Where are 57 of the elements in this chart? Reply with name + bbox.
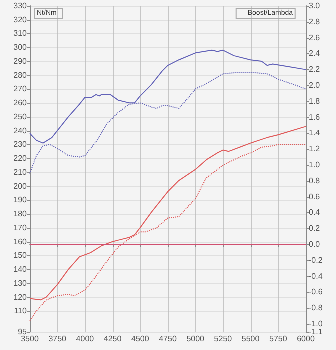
y-tick-label: 250 (14, 112, 28, 122)
y-tick-label: 220 (14, 154, 28, 164)
y2-tick-label: 1.6 (309, 112, 321, 122)
y-tick-label: 290 (14, 56, 28, 66)
y2-tick-label: 1.4 (309, 128, 321, 138)
x-tick-label: 3750 (48, 334, 68, 344)
y-tick-label: 300 (14, 43, 28, 52)
y2-tick-label: -0.2 (309, 256, 324, 265)
y2-tick-label: -0.4 (309, 272, 324, 281)
x-tick-label: 4750 (159, 334, 178, 344)
x-tick-label: 6000 (297, 334, 316, 344)
y2-tick-label: -1.1 (309, 328, 324, 336)
y2-tick-label: 0.8 (309, 176, 321, 186)
y-tick-label: 200 (14, 182, 28, 191)
x-tick-label: 4500 (132, 334, 150, 344)
y2-tick-label: -0.6 (309, 288, 324, 297)
y-tick-label: 330 (14, 2, 28, 10)
y-tick-label: 320 (14, 15, 28, 24)
y-tick-label: 280 (14, 70, 28, 80)
y-tick-label: 270 (14, 84, 28, 94)
x-tick-label: 4000 (76, 334, 95, 344)
y-tick-label: 120 (14, 292, 28, 302)
y2-tick-label: 2.8 (309, 17, 321, 26)
y-tick-label: 95 (18, 328, 28, 336)
y-tick-label: 230 (14, 140, 28, 150)
y-tick-label: 140 (14, 265, 28, 274)
y2-tick-label: 0.4 (309, 208, 321, 218)
y-tick-label: 190 (14, 196, 28, 205)
x-tick-label: 5000 (186, 334, 206, 344)
y-tick-label: 260 (14, 98, 28, 108)
y2-tick-label: 2.0 (309, 81, 321, 90)
x-tick-label: 5500 (242, 334, 260, 344)
x-tick-label: 5250 (214, 334, 233, 344)
y2-tick-label: 0.6 (309, 192, 321, 202)
y-tick-label: 240 (14, 126, 28, 136)
y-tick-label: 110 (14, 306, 28, 316)
y2-tick-label: -1.0 (309, 320, 324, 329)
y2-tick-label: -0.8 (309, 304, 324, 313)
y2-tick-label: 1.8 (309, 96, 321, 106)
y2-tick-label: 2.4 (309, 49, 321, 58)
y-tick-label: 160 (14, 237, 28, 246)
y-tick-label: 210 (14, 168, 28, 177)
y-tick-label: 180 (14, 210, 28, 219)
y2-tick-label: 1.0 (309, 160, 321, 170)
y2-tick-label: 0.0 (309, 240, 321, 250)
x-tick-label: 4250 (104, 334, 122, 344)
y2-tick-label: 1.2 (309, 144, 321, 154)
y-tick-label: 130 (14, 278, 28, 288)
y2-tick-label: 2.2 (309, 65, 321, 74)
x-tick-label: 5750 (270, 334, 288, 344)
y2-tick-label: 2.6 (309, 33, 321, 42)
y2-tick-label: 3.0 (309, 2, 321, 10)
y-tick-label: 150 (14, 251, 28, 260)
y2-tick-label: 0.2 (309, 224, 321, 234)
x-tick-label: 3500 (21, 334, 40, 344)
y-tick-label: 310 (14, 29, 28, 38)
y-tick-label: 170 (14, 223, 28, 232)
